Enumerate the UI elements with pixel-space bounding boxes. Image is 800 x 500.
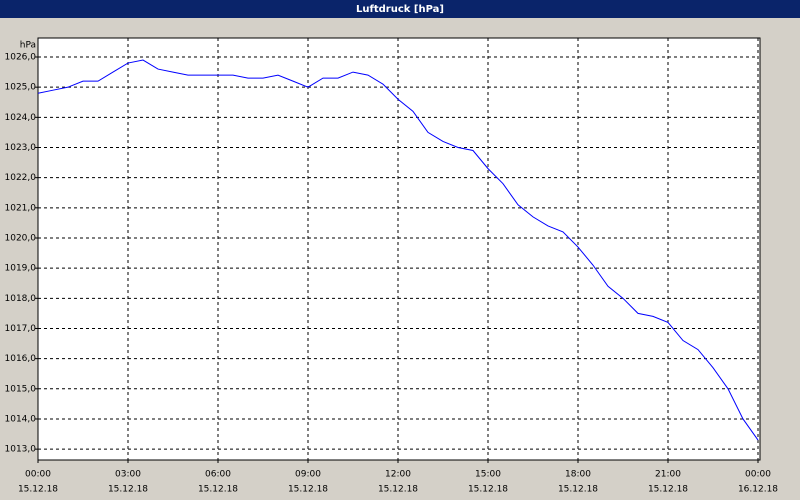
y-unit: hPa — [20, 41, 36, 51]
x-tick-date: 15.12.18 — [378, 485, 418, 495]
y-tick-label: 1015,0 — [5, 384, 37, 394]
y-tick-label: 1018,0 — [5, 294, 37, 304]
x-tick-label: 21:00 — [655, 470, 681, 480]
y-tick-label: 1014,0 — [5, 414, 37, 424]
y-tick-label: 1023,0 — [5, 143, 37, 153]
x-tick-label: 12:00 — [385, 470, 411, 480]
x-tick-label: 18:00 — [565, 470, 591, 480]
title-bar — [0, 0, 800, 18]
x-tick-label: 09:00 — [295, 470, 321, 480]
x-tick-label: 00:00 — [25, 470, 51, 480]
x-tick-label: 00:00 — [745, 470, 771, 480]
y-tick-label: 1021,0 — [5, 203, 37, 213]
y-tick-label: 1026,0 — [5, 53, 37, 63]
x-tick-date: 15.12.18 — [648, 485, 688, 495]
y-tick-label: 1025,0 — [5, 83, 37, 93]
y-tick-label: 1024,0 — [5, 113, 37, 123]
x-tick-label: 15:00 — [475, 470, 501, 480]
y-tick-label: 1019,0 — [5, 264, 37, 274]
x-tick-date: 15.12.18 — [558, 485, 598, 495]
x-tick-date: 16.12.18 — [738, 485, 778, 495]
x-tick-date: 15.12.18 — [288, 485, 328, 495]
x-tick-date: 15.12.18 — [18, 485, 58, 495]
x-tick-label: 03:00 — [115, 470, 141, 480]
y-tick-label: 1022,0 — [5, 173, 37, 183]
y-tick-label: 1013,0 — [5, 445, 37, 455]
x-tick-date: 15.12.18 — [468, 485, 508, 495]
y-tick-label: 1020,0 — [5, 233, 37, 243]
plot-area — [37, 37, 761, 461]
y-tick-label: 1017,0 — [5, 324, 37, 334]
x-tick-date: 15.12.18 — [108, 485, 148, 495]
y-tick-label: 1016,0 — [5, 354, 37, 364]
x-tick-label: 06:00 — [205, 470, 231, 480]
chart-title: Luftdruck [hPa] — [356, 4, 444, 15]
data-line — [37, 59, 759, 441]
x-tick-date: 15.12.18 — [198, 485, 238, 495]
